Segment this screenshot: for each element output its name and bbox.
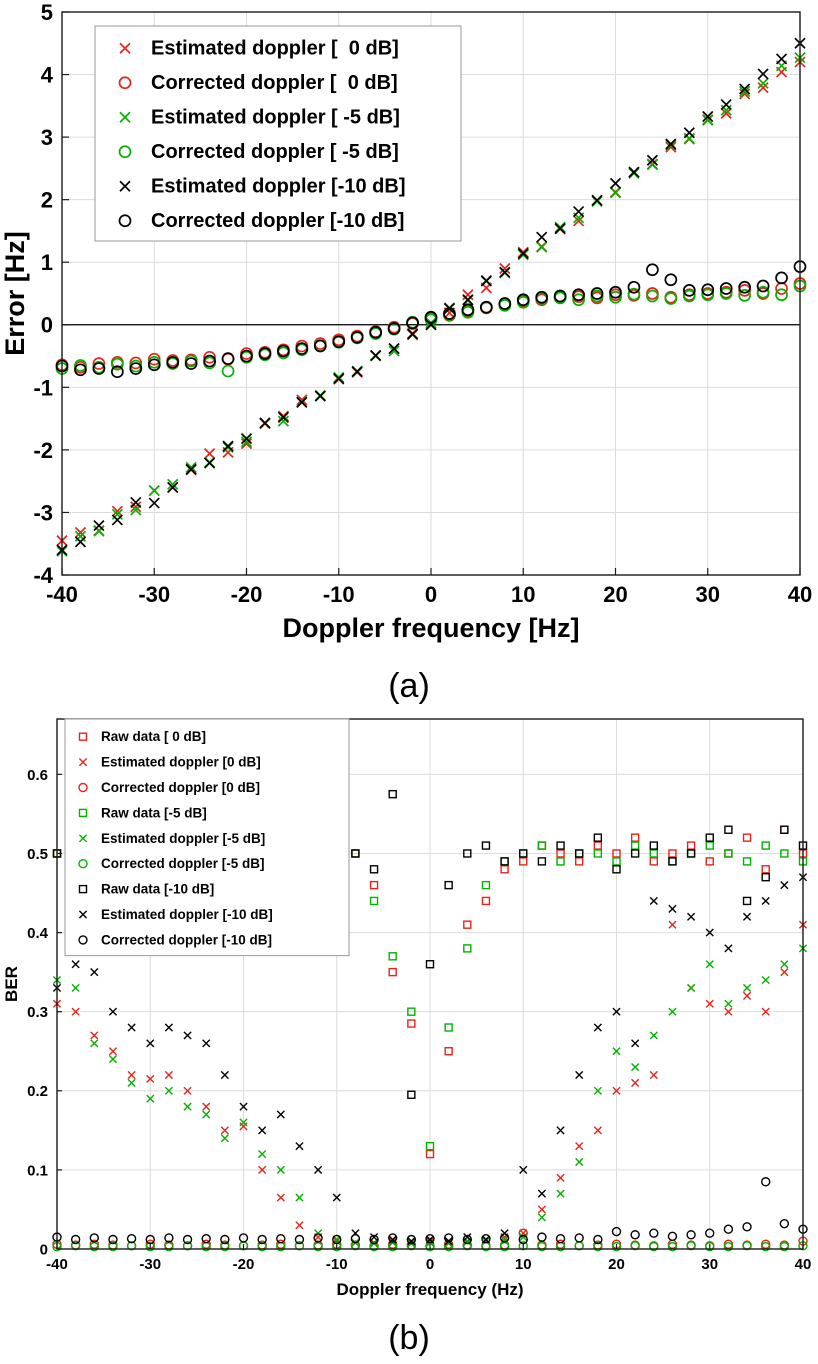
chart-a-svg: -40 -30 -20 -10 0 10 20 30 40543210-1-2-3-4Doppl… [0, 0, 812, 643]
chart-b-svg: -40 -30 -20 -10 0 10 20 30 40 0 0.1 0.2 0.3 0.4 0.5 0.6… [2, 718, 811, 1299]
x-axis-label: Doppler frequency (Hz) [336, 1280, 523, 1299]
legend-label: Corrected doppler [-5 dB] [101, 856, 265, 871]
x-axis-label: Doppler frequency [Hz] [282, 613, 579, 643]
legend: Estimated doppler [ 0 dB] Corrected doppl… [94, 25, 462, 242]
legend-entry: Raw data [-10 dB] [78, 882, 214, 897]
legend-label: Corrected doppler [0 dB] [101, 780, 260, 795]
caption-a: (a) [388, 667, 430, 705]
legend-label: Corrected doppler [-10 dB] [151, 210, 404, 232]
x-tick-label: -40 [46, 1256, 68, 1273]
data-series [55, 37, 807, 557]
legend: Raw data [ 0 dB] Estimated doppler [0 dB]… [64, 718, 350, 957]
legend-label: Estimated doppler [-5 dB] [101, 831, 265, 846]
y-tick-label: -2 [33, 438, 53, 463]
legend-label: Corrected doppler [ 0 dB] [151, 72, 398, 94]
x-tick-label: 0 [425, 582, 437, 607]
legend-entry: Corrected doppler [-10 dB] [118, 210, 404, 232]
y-tick-label: 2 [41, 188, 53, 213]
x-tick-label: 30 [701, 1256, 718, 1273]
legend-box [94, 25, 462, 242]
legend-entry: Corrected doppler [-10 dB] [78, 932, 272, 947]
x-tick-label: -20 [233, 1256, 255, 1273]
x-tick-label: -40 [46, 582, 78, 607]
axes: -40 -30 -20 -10 0 10 20 30 40 0 0.1 0.2 0.3 0.4 0.5 0.6… [2, 767, 811, 1299]
legend-entry: Estimated doppler [ 0 dB] [119, 37, 399, 59]
y-tick-label: 0.6 [27, 767, 48, 784]
x-tick-label: 40 [788, 582, 812, 607]
x-tick-label: -10 [326, 1256, 348, 1273]
y-axis-label: Error [Hz] [0, 231, 30, 356]
y-tick-label: 5 [41, 0, 53, 25]
x-tick-label: 20 [603, 582, 627, 607]
chart-error-vs-doppler: -40 -30 -20 -10 0 10 20 30 40 5 4 3 2 1 0 -1 -2 -3 -4 Doppl… [0, 0, 818, 661]
x-tick-label: 40 [795, 1256, 812, 1273]
y-tick-label: -1 [33, 375, 53, 400]
legend-label: Estimated doppler [ 0 dB] [151, 37, 399, 59]
y-tick-label: -3 [33, 500, 53, 525]
x-tick-label: -10 [323, 582, 355, 607]
legend-label: Raw data [-5 dB] [101, 805, 207, 820]
x-tick-label: -30 [139, 1256, 161, 1273]
legend-label: Corrected doppler [ -5 dB] [151, 141, 399, 163]
legend-label: Estimated doppler [0 dB] [101, 755, 261, 770]
y-tick-label: 0.1 [27, 1162, 48, 1179]
series-black-o [55, 260, 807, 379]
legend-entry: Estimated doppler [0 dB] [78, 755, 261, 770]
x-tick-label: 0 [426, 1256, 434, 1273]
x-tick-label: 30 [696, 582, 720, 607]
legend-label: Raw data [ 0 dB] [101, 729, 206, 744]
legend-entry: Corrected doppler [ 0 dB] [118, 72, 398, 94]
legend-entry: Estimated doppler [ -5 dB] [119, 106, 400, 128]
x-tick-label: -30 [138, 582, 170, 607]
y-tick-label: 0.5 [27, 846, 48, 863]
axes: -40 -30 -20 -10 0 10 20 30 40543210-1-2-3-4Doppl… [0, 0, 812, 643]
legend-entry: Raw data [ 0 dB] [78, 729, 206, 744]
series-black-x [52, 873, 808, 1246]
x-tick-label: 20 [608, 1256, 625, 1273]
y-tick-label: -4 [33, 563, 53, 588]
legend-box [64, 718, 350, 957]
legend-entry: Estimated doppler [-5 dB] [78, 831, 265, 846]
y-tick-label: 0 [41, 313, 53, 338]
legend-entry: Corrected doppler [ -5 dB] [118, 141, 399, 163]
caption-b: (b) [388, 1319, 430, 1357]
legend-entry: Estimated doppler [-10 dB] [78, 907, 273, 922]
y-tick-label: 0.2 [27, 1083, 48, 1100]
legend-label: Estimated doppler [ -5 dB] [151, 106, 400, 128]
legend-label: Corrected doppler [-10 dB] [101, 932, 272, 947]
legend-entry: Corrected doppler [-5 dB] [78, 856, 265, 871]
y-tick-label: 3 [41, 125, 53, 150]
chart-ber-vs-doppler: -40 -30 -20 -10 0 10 20 30 40 0 0.1 0.2 0.3 0.4 0.5 0.6… [0, 711, 818, 1316]
legend-label: Estimated doppler [-10 dB] [151, 175, 405, 197]
y-tick-label: 0 [40, 1241, 48, 1258]
legend-label: Estimated doppler [-10 dB] [101, 907, 273, 922]
legend-label: Raw data [-10 dB] [101, 882, 214, 897]
legend-entry: Raw data [-5 dB] [78, 805, 207, 820]
y-tick-label: 1 [41, 250, 53, 275]
series-black-x [56, 37, 806, 556]
legend-entry: Corrected doppler [0 dB] [78, 780, 260, 795]
y-axis-label: BER [2, 966, 21, 1002]
x-tick-label: -20 [231, 582, 263, 607]
x-tick-label: 10 [511, 582, 535, 607]
y-tick-label: 0.3 [27, 1004, 48, 1021]
x-tick-label: 10 [515, 1256, 532, 1273]
legend-entry: Estimated doppler [-10 dB] [119, 175, 405, 197]
y-tick-label: 0.4 [27, 925, 49, 942]
series-black-o [52, 1177, 808, 1245]
series-green-o [52, 1241, 808, 1252]
y-tick-label: 4 [41, 62, 54, 87]
